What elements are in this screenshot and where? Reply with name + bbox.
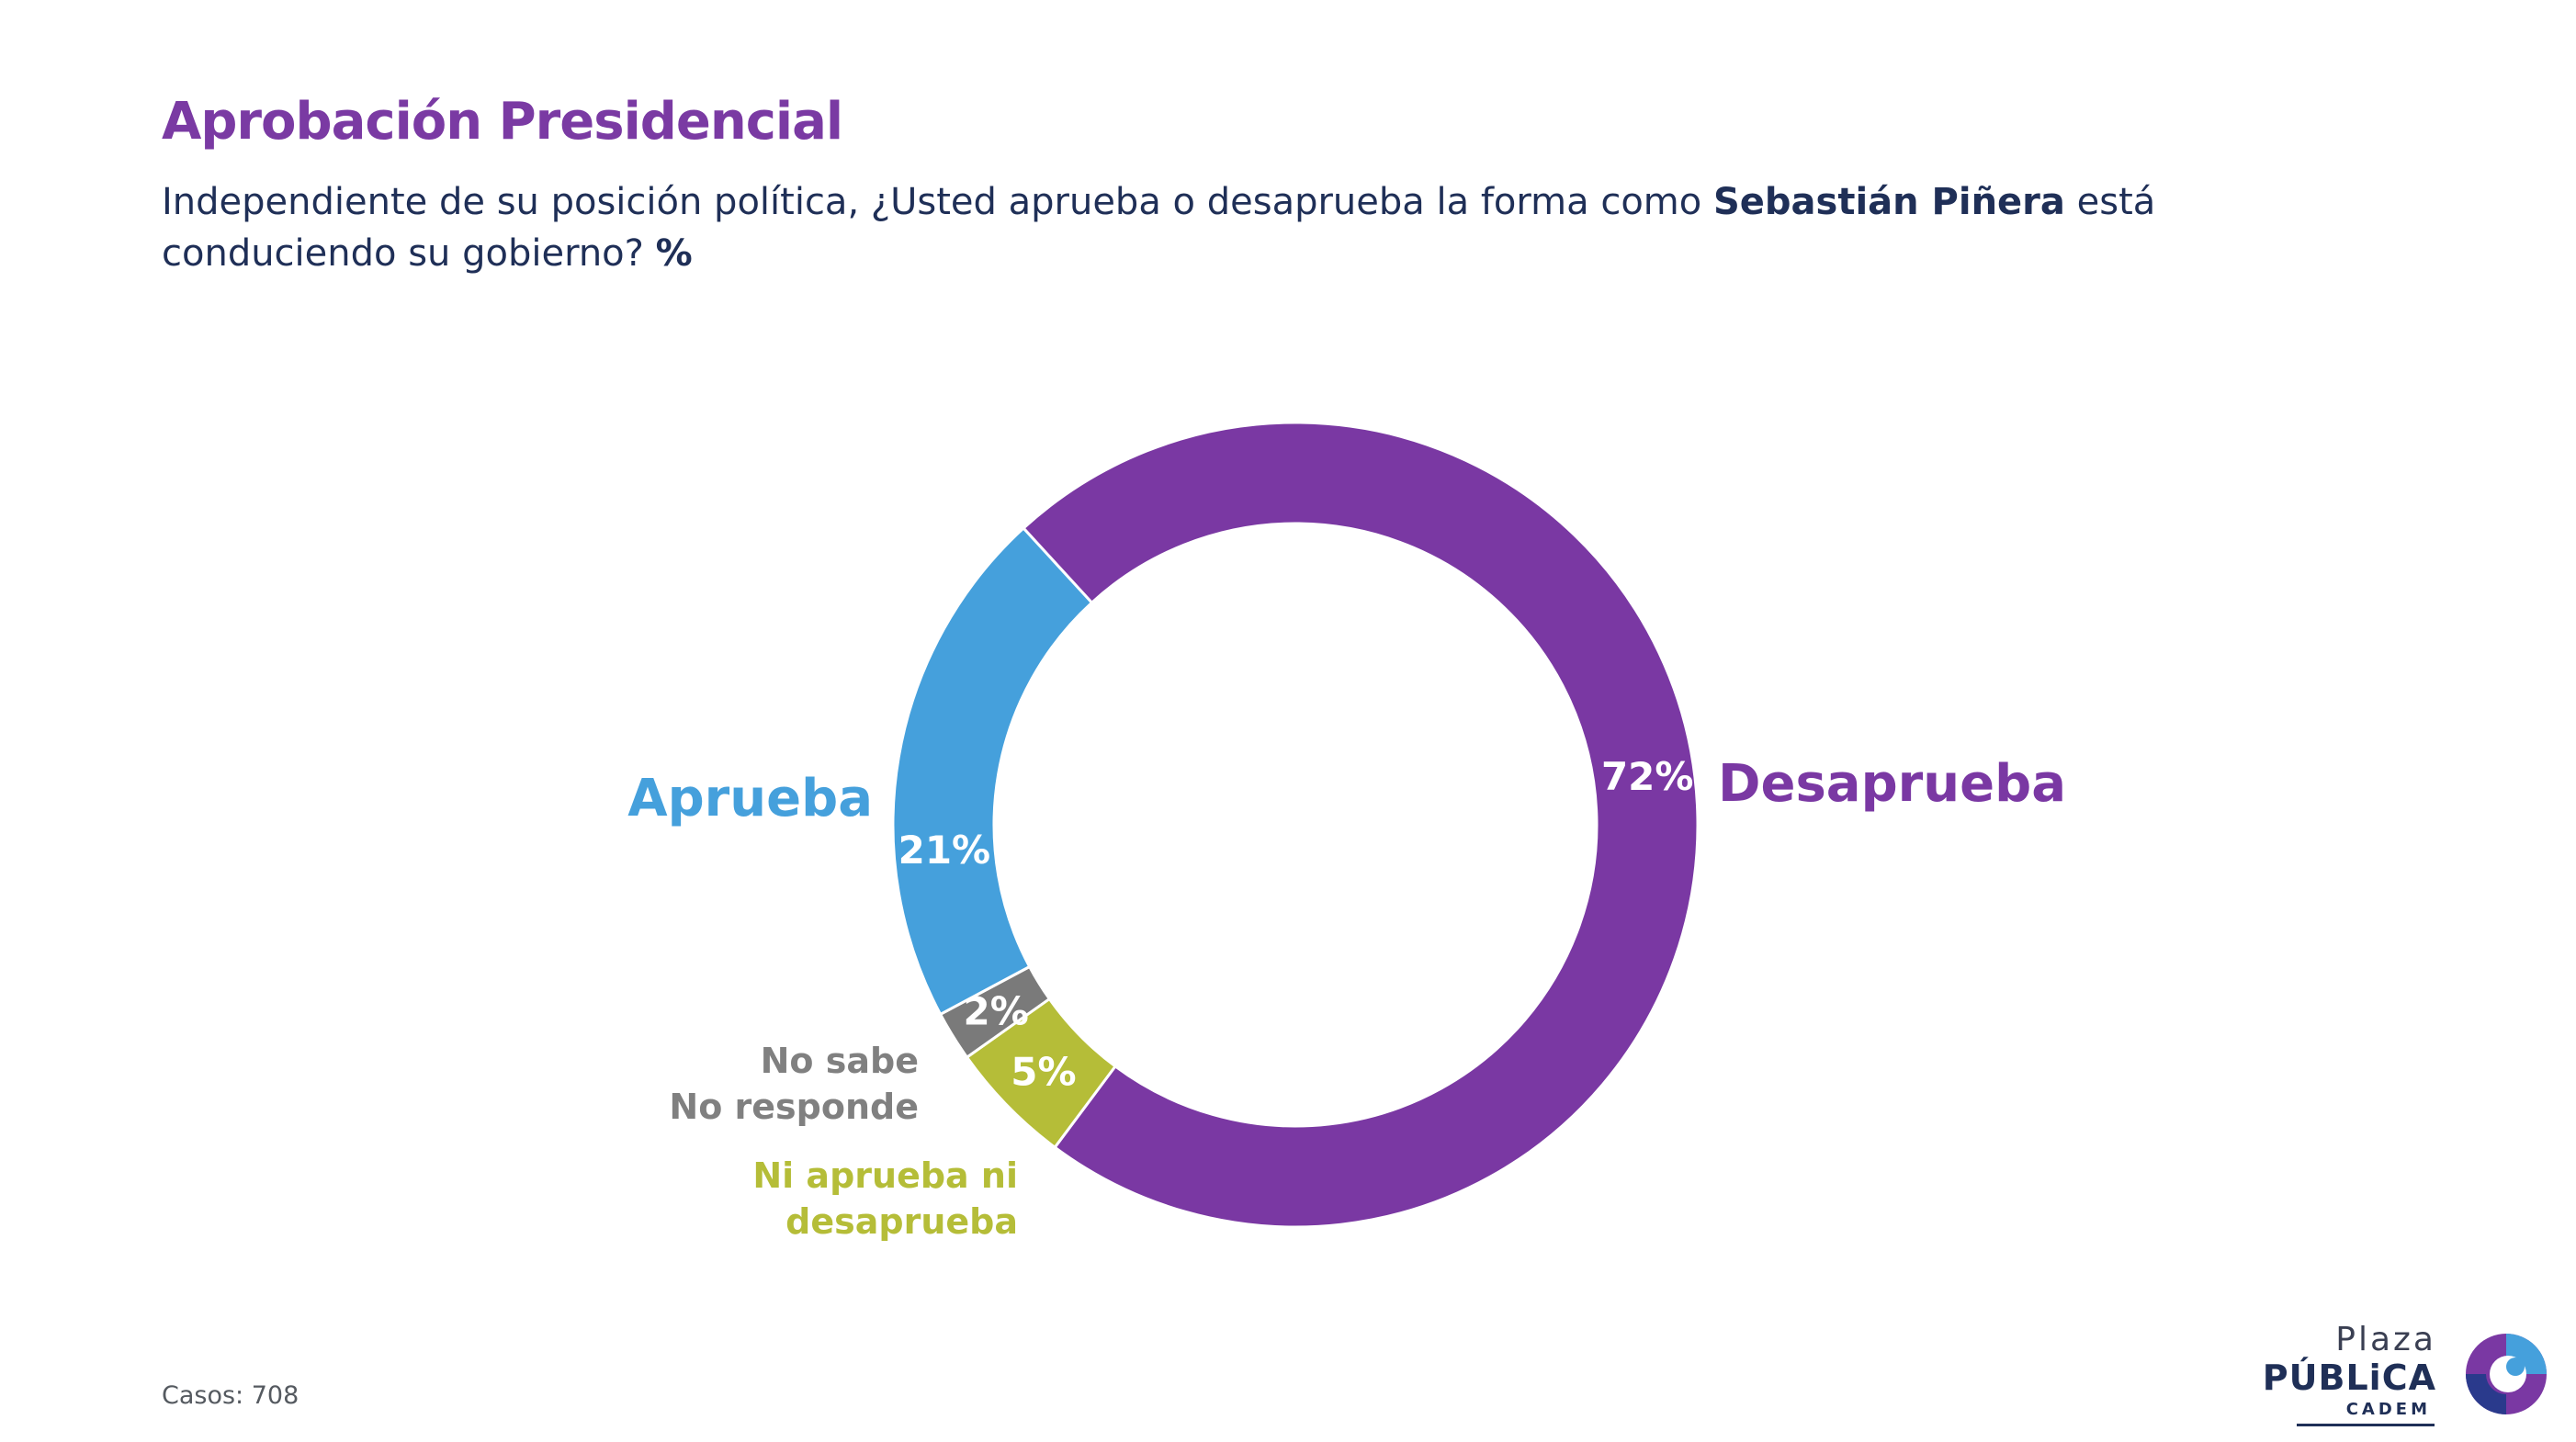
category-label-line: Ni aprueba ni: [752, 1155, 1018, 1196]
page-subtitle: Independiente de su posición política, ¿…: [162, 176, 2275, 279]
category-label-line: No sabe: [761, 1041, 919, 1081]
slice-desaprueba: [1021, 421, 1700, 1229]
plaza-publica-cadem-logo: Plaza PÚBLiCA CADEM: [2263, 1321, 2554, 1427]
subtitle-text-end: está conduciendo su gobierno?: [162, 181, 2156, 275]
logo-publica-text: PÚBLiCA: [2262, 1358, 2436, 1398]
category-label-line: Aprueba: [627, 769, 873, 828]
logo-cadem-text: CADEM: [2345, 1400, 2431, 1419]
category-label-line: Desaprueba: [1718, 754, 2066, 814]
logo-mark-icon: [2466, 1334, 2547, 1414]
subtitle-text: Independiente de su posición política, ¿…: [162, 181, 1713, 223]
value-label-aprueba: 21%: [898, 828, 991, 873]
logo-plaza-text: Plaza: [2335, 1321, 2436, 1358]
sample-size-note: Casos: 708: [162, 1381, 299, 1410]
subtitle-president-name: Sebastián Piñera: [1712, 181, 2065, 223]
category-label-no-sabe-no-responde: No sabe No responde: [669, 1041, 919, 1127]
category-label-desaprueba: Desaprueba: [1718, 754, 2066, 814]
value-label-ni-aprueba-ni-desaprueba: 5%: [1011, 1049, 1076, 1094]
category-label-line: desaprueba: [785, 1201, 1018, 1242]
category-label-aprueba: Aprueba: [627, 769, 873, 828]
slice-aprueba: [891, 525, 1094, 1017]
subtitle-unit: %: [655, 232, 693, 275]
value-label-desaprueba: 72%: [1601, 754, 1694, 799]
category-label-ni-aprueba-ni-desaprueba: Ni aprueba ni desaprueba: [752, 1155, 1018, 1242]
logo-underline: [2297, 1424, 2435, 1426]
page-title: Aprobación Presidencial: [162, 92, 843, 152]
category-label-line: No responde: [669, 1087, 919, 1127]
